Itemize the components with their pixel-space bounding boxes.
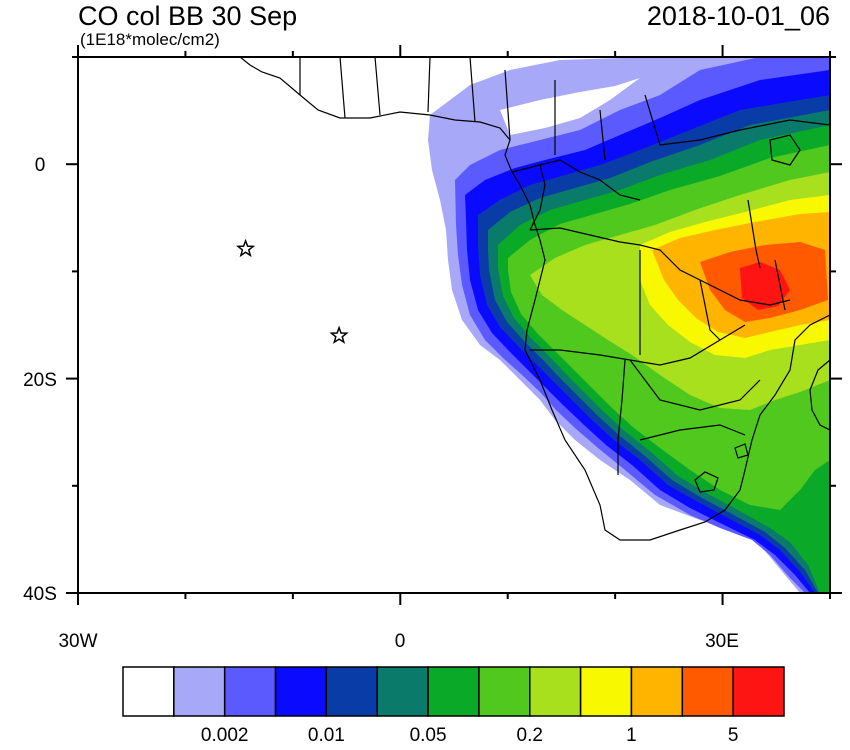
colorbar-swatch	[579, 666, 633, 717]
colorbar: 0.002 0.01 0.05 0.2 1 5	[122, 666, 785, 746]
coastlines	[239, 57, 830, 541]
colorbar-swatch	[681, 666, 734, 717]
lat-label-40s: 40S	[23, 584, 57, 605]
colorbar-swatch	[173, 666, 226, 717]
colorbar-label: 5	[728, 725, 739, 746]
colorbar-swatch	[325, 666, 378, 717]
lon-label-30w: 30W	[58, 631, 97, 652]
colorbar-label: 0.01	[308, 725, 345, 746]
colorbar-swatch	[529, 666, 582, 717]
border-eswatini	[734, 443, 749, 459]
lon-label-30e: 30E	[705, 631, 739, 652]
colorbar-label: 1	[626, 725, 637, 746]
lake-malawi	[774, 259, 786, 311]
lake-victoria	[769, 134, 801, 166]
map-title: CO col BB 30 Sep	[78, 1, 298, 31]
lat-label-0: 0	[35, 155, 46, 176]
colorbar-swatch	[630, 666, 684, 717]
units-label: (1E18*molec/cm2)	[80, 30, 220, 49]
colorbar-swatch	[732, 666, 785, 717]
star-marker	[329, 325, 349, 344]
colorbar-swatch	[274, 666, 328, 717]
border-lines	[299, 57, 830, 475]
coastline-west-africa	[239, 57, 830, 541]
map-frame	[77, 56, 831, 594]
clean-patch-south	[568, 445, 700, 532]
datetime-label: 2018-10-01_06	[646, 1, 830, 31]
clean-patch-north	[500, 78, 640, 135]
colorbar-swatch	[223, 666, 277, 717]
lon-label-0: 0	[395, 631, 406, 652]
colorbar-swatch	[478, 666, 531, 717]
colorbar-swatch	[427, 666, 480, 717]
colorbar-label: 0.002	[201, 725, 249, 746]
star-marker	[235, 238, 256, 258]
colorbar-label: 0.05	[410, 725, 447, 746]
markers	[235, 238, 349, 344]
colorbar-swatch	[376, 666, 429, 717]
colorbar-label: 0.2	[517, 725, 543, 746]
axis-ticks	[66, 45, 842, 605]
border-lesotho	[694, 471, 719, 493]
lat-label-20s: 20S	[23, 370, 57, 391]
co-field	[428, 57, 830, 593]
lake-tanganyika	[747, 199, 761, 269]
coastline-madagascar	[809, 359, 830, 431]
colorbar-swatch	[122, 666, 175, 717]
